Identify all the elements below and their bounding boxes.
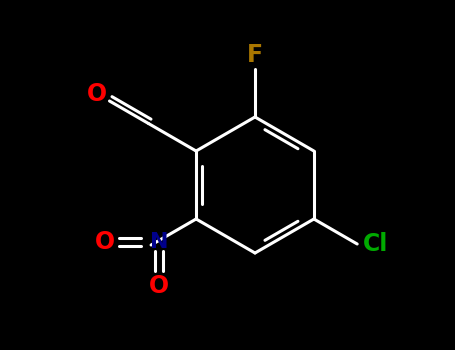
Text: F: F — [247, 43, 263, 67]
Text: O: O — [87, 82, 107, 106]
Text: O: O — [149, 274, 169, 298]
Text: Cl: Cl — [363, 232, 388, 256]
Text: N: N — [150, 232, 168, 252]
Text: O: O — [95, 230, 115, 254]
